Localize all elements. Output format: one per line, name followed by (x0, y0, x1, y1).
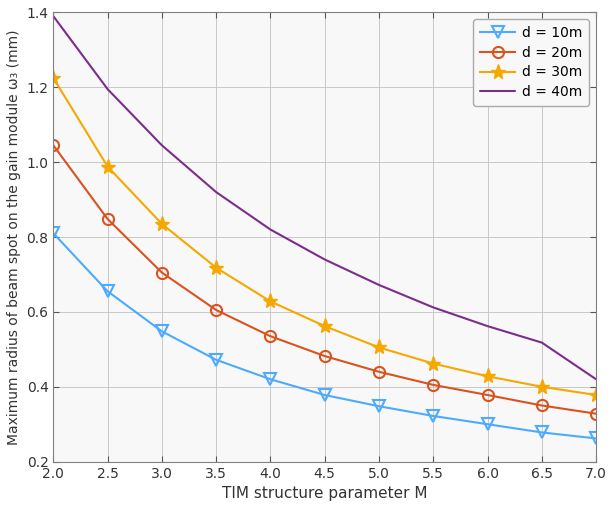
d = 40m (212, 189, 220, 195)
Line: d = 30m: d = 30m (45, 70, 604, 403)
d = 40m (538, 339, 545, 345)
d = 30m (158, 221, 166, 227)
d = 40m (375, 282, 383, 288)
d = 10m (212, 357, 220, 363)
d = 20m (104, 216, 111, 222)
d = 20m (321, 353, 328, 359)
d = 10m (375, 403, 383, 409)
d = 30m (50, 75, 57, 81)
d = 20m (593, 410, 600, 417)
Line: d = 40m: d = 40m (53, 16, 596, 379)
d = 30m (321, 323, 328, 329)
d = 30m (484, 373, 491, 379)
d = 30m (266, 298, 274, 304)
d = 30m (593, 392, 600, 398)
d = 10m (593, 435, 600, 441)
Line: d = 20m: d = 20m (48, 140, 602, 419)
d = 10m (484, 421, 491, 427)
d = 30m (430, 361, 437, 367)
d = 30m (212, 265, 220, 271)
d = 10m (158, 328, 166, 334)
d = 20m (266, 333, 274, 339)
Y-axis label: Maximum radius of beam spot on the gain module ω₃ (mm): Maximum radius of beam spot on the gain … (7, 29, 21, 445)
d = 20m (158, 270, 166, 276)
d = 10m (266, 376, 274, 383)
d = 20m (430, 382, 437, 388)
d = 40m (484, 323, 491, 329)
Legend: d = 10m, d = 20m, d = 30m, d = 40m: d = 10m, d = 20m, d = 30m, d = 40m (473, 19, 589, 106)
d = 40m (104, 86, 111, 92)
d = 40m (430, 304, 437, 310)
Line: d = 10m: d = 10m (48, 228, 602, 444)
d = 10m (538, 429, 545, 435)
d = 40m (50, 13, 57, 19)
d = 40m (321, 257, 328, 263)
d = 30m (375, 344, 383, 351)
d = 10m (104, 288, 111, 294)
d = 20m (212, 307, 220, 313)
d = 20m (484, 392, 491, 398)
d = 40m (593, 376, 600, 383)
d = 10m (430, 413, 437, 419)
d = 10m (321, 392, 328, 398)
d = 10m (50, 230, 57, 236)
d = 30m (538, 384, 545, 390)
d = 20m (375, 369, 383, 375)
d = 40m (266, 227, 274, 233)
d = 40m (158, 142, 166, 148)
X-axis label: TIM structure parameter M: TIM structure parameter M (222, 486, 427, 501)
d = 20m (50, 142, 57, 148)
d = 20m (538, 402, 545, 408)
d = 30m (104, 164, 111, 170)
